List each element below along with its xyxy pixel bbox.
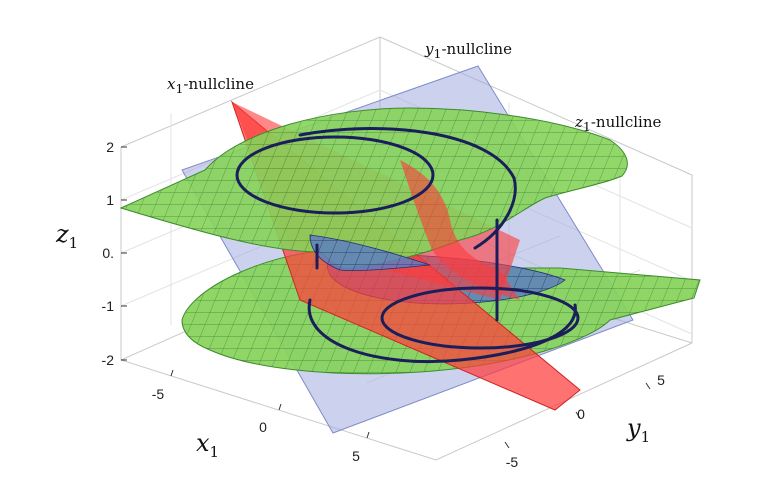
y-tick-neg5: -5 — [506, 454, 519, 470]
y-axis-title: y1 — [627, 414, 651, 446]
x-tick-5: 5 — [352, 448, 360, 464]
x-tick-labels: -5 0 5 — [152, 386, 360, 464]
x1-nullcline-label: x1-nullcline — [167, 75, 254, 96]
y-tick-labels: -5 0 5 — [506, 372, 665, 470]
x-tick-neg5: -5 — [152, 386, 165, 402]
z1-nullcline-label: z1-nullcline — [575, 113, 662, 134]
z-tick-neg2: -2 — [102, 352, 115, 368]
x1-nullcline-fold — [400, 160, 520, 300]
y-tick-5: 5 — [657, 372, 665, 388]
z1-nullcline-upper-underside — [309, 234, 431, 271]
z-tick-0: 0. — [102, 245, 114, 261]
z-tick-1: 1 — [106, 192, 114, 208]
z-tick-2: 2 — [106, 139, 114, 155]
tick-marks — [121, 146, 651, 449]
trajectory — [235, 127, 580, 364]
y1-nullcline-label: y1-nullcline — [425, 40, 512, 61]
z-axis-title: z1 — [56, 220, 79, 252]
y-tick-0: 0 — [577, 406, 585, 422]
x-axis-title: x1 — [196, 429, 220, 461]
x-tick-0: 0 — [259, 419, 267, 435]
z-tick-labels: 2 1 0. -1 -2 — [102, 139, 115, 368]
z-tick-neg1: -1 — [102, 298, 115, 314]
